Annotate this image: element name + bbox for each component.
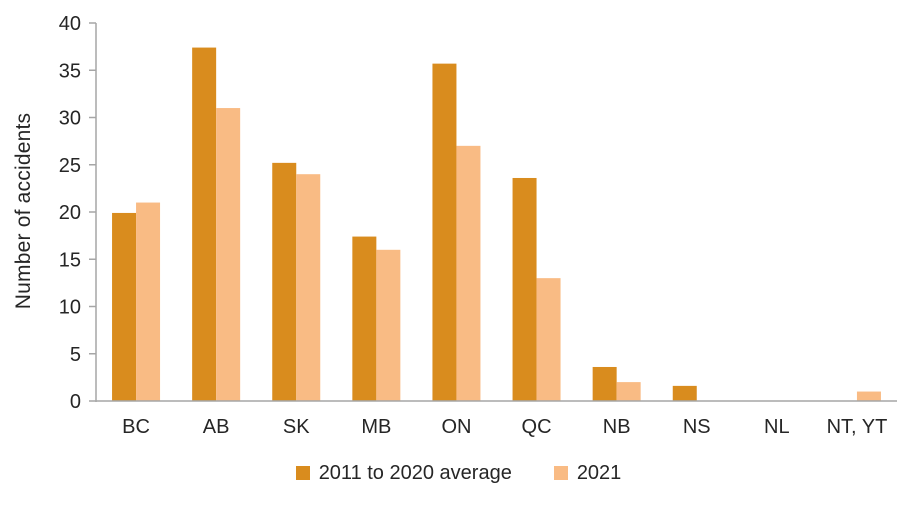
bar-MB-average	[352, 236, 377, 401]
bar-MB-2021	[376, 249, 401, 401]
legend-swatch-average	[295, 466, 310, 480]
y-tick-label-40: 40	[59, 13, 81, 35]
bar-AB-average	[192, 47, 217, 401]
x-axis-label-NS: NS	[683, 416, 711, 438]
y-tick-label-25: 25	[59, 155, 81, 177]
x-axis-label-ON: ON	[441, 416, 471, 438]
legend-label-average: 2011 to 2020 average	[318, 461, 512, 484]
bar-QC-2021	[536, 278, 561, 401]
x-axis-label-BC: BC	[122, 416, 150, 438]
y-tick-label-15: 15	[59, 249, 81, 271]
legend-item-2021: 2021	[553, 461, 622, 485]
bar-ON-2021	[456, 145, 481, 401]
y-tick-label-35: 35	[59, 60, 81, 82]
y-tick-label-10: 10	[59, 297, 81, 319]
bar-SK-average	[272, 162, 297, 401]
y-tick-label-5: 5	[70, 344, 81, 366]
y-axis-title: Number of accidents	[12, 112, 35, 310]
x-axis-label-NB: NB	[603, 416, 631, 438]
legend-swatch-2021	[553, 466, 568, 480]
x-axis-label-NL: NL	[764, 416, 790, 438]
legend: 2011 to 2020 average 2021	[0, 452, 917, 494]
bar-NB-2021	[616, 382, 641, 401]
x-axis-label-NT-YT: NT, YT	[827, 416, 888, 438]
legend-label-2021: 2021	[576, 461, 622, 484]
bar-BC-average	[112, 212, 137, 401]
bar-NT-YT-2021	[856, 391, 881, 401]
legend-item-average: 2011 to 2020 average	[295, 461, 512, 485]
bar-NS-average	[672, 385, 697, 401]
bar-BC-2021	[136, 202, 161, 401]
bar-QC-average	[512, 177, 537, 401]
x-axis-label-QC: QC	[522, 416, 552, 438]
x-axis-label-MB: MB	[361, 416, 391, 438]
y-tick-label-30: 30	[59, 108, 81, 130]
x-axis-label-SK: SK	[283, 416, 310, 438]
x-axis-label-AB: AB	[203, 416, 230, 438]
bar-AB-2021	[216, 108, 241, 402]
y-tick-label-20: 20	[59, 202, 81, 224]
bar-SK-2021	[296, 174, 321, 401]
bar-NB-average	[592, 366, 617, 401]
plot-area: 0 5 10 15 20 25 30 35 40 BC AB SK MB ON QC NB NS NL NT, YT	[59, 13, 897, 438]
y-tick-label-0: 0	[70, 391, 81, 413]
bar-ON-average	[432, 63, 457, 401]
